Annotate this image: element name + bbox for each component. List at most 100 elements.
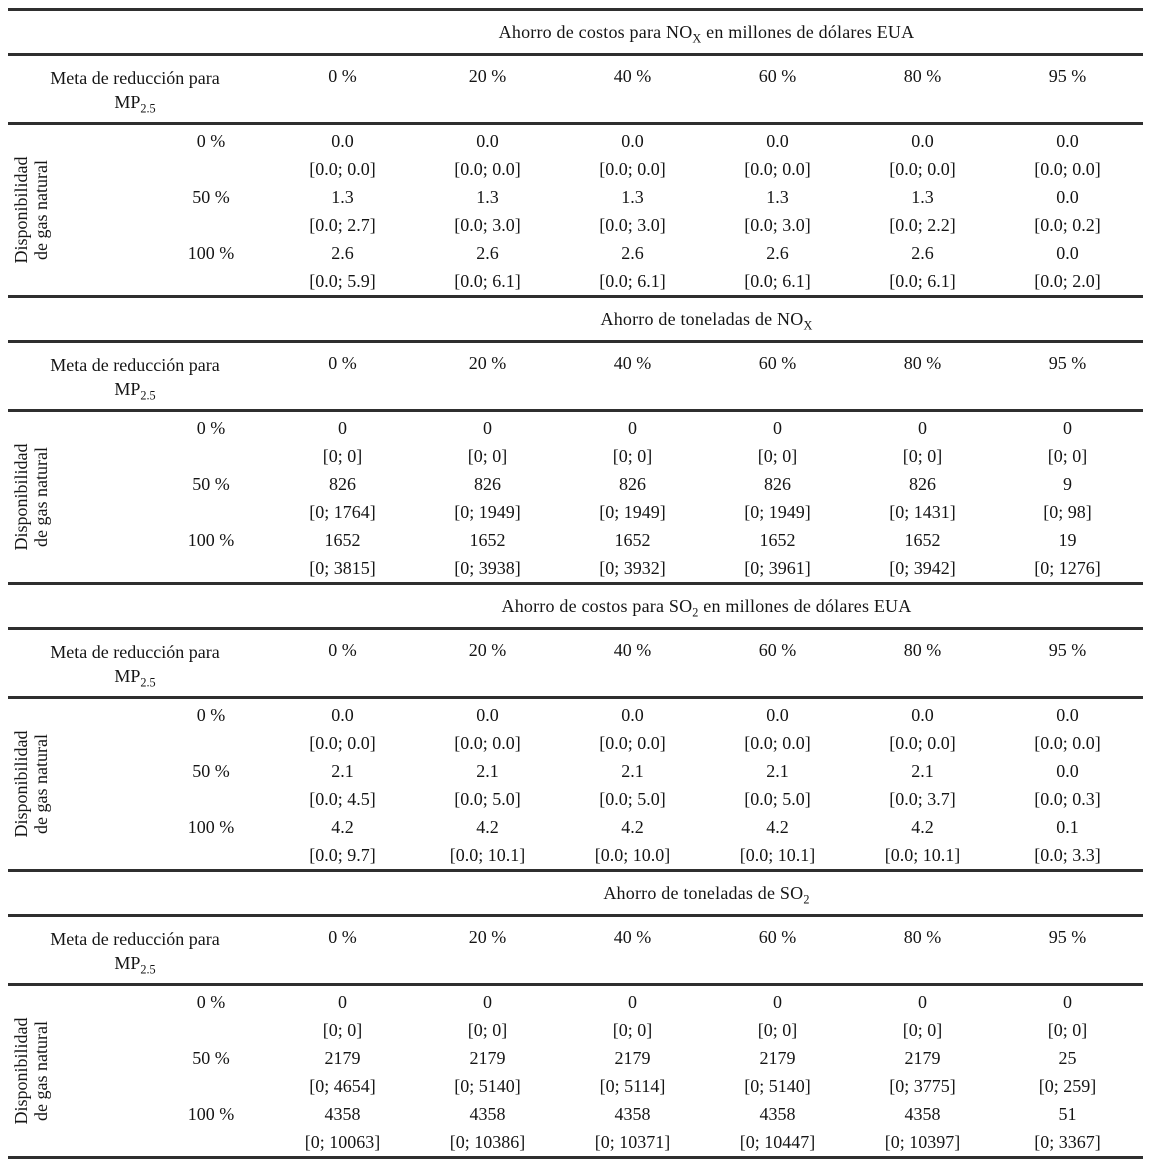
row-group-label-line: de gas natural: [31, 160, 51, 260]
cell-range: [0.0; 6.1]: [599, 271, 666, 291]
cell-range: [0; 1949]: [599, 502, 666, 522]
cell-range: [0.0; 2.7]: [309, 215, 376, 235]
section-title-row: Ahorro de toneladas de SO2: [0, 872, 1151, 914]
cell-range: [0; 0]: [1047, 1020, 1088, 1040]
row-group-label-line: Disponibilidad: [10, 443, 31, 551]
row-group-label-line: Disponibilidad: [10, 1017, 31, 1125]
data-cell: 1.3 [0.0; 3.0]: [415, 183, 560, 239]
cell-range: [0.0; 3.0]: [744, 215, 811, 235]
data-cell: 0.0 [0.0; 0.0]: [415, 127, 560, 183]
cell-value: 0.0: [911, 131, 934, 151]
cell-value: 0.0: [476, 131, 499, 151]
data-cell: 1652 [0; 3942]: [850, 526, 995, 582]
data-cell: 2.1 [0.0; 4.5]: [270, 757, 415, 813]
cell-range: [0; 3367]: [1034, 1132, 1101, 1152]
cell-value: 0.0: [1056, 705, 1079, 725]
cell-value: 1.3: [331, 187, 354, 207]
data-cell: 1.3 [0.0; 2.2]: [850, 183, 995, 239]
data-cell: 0.0 [0.0; 0.2]: [995, 183, 1140, 239]
cell-range: [0.0; 2.0]: [1034, 271, 1101, 291]
cell-range: [0; 0]: [757, 1020, 798, 1040]
horizontal-rule: [8, 914, 1143, 917]
horizontal-rule: [8, 627, 1143, 630]
cell-range: [0; 10371]: [594, 1132, 671, 1152]
horizontal-rule: [8, 8, 1143, 11]
cell-value: 2.6: [621, 243, 644, 263]
table-row: 0 % 0.0 [0.0; 0.0] 0.0 [0.0; 0.0] 0.0 [0.0; 0.…: [62, 127, 1151, 183]
data-cell: 0 [0; 0]: [560, 988, 705, 1044]
row-header: 100 %: [187, 1104, 235, 1124]
cell-range: [0.0; 6.1]: [889, 271, 956, 291]
row-group-label-text: Disponibilidad de gas natural: [11, 731, 51, 838]
cell-range: [0; 5114]: [599, 1076, 666, 1096]
column-header: 60 %: [758, 353, 797, 373]
cell-value: 2.6: [476, 243, 499, 263]
column-group-label-line1: Meta de reducción para: [50, 929, 220, 949]
section-title: Ahorro de toneladas de NOX: [600, 308, 813, 333]
horizontal-rule: [8, 869, 1143, 872]
cell-value: 2179: [759, 1048, 796, 1068]
column-group-label-line1: Meta de reducción para: [50, 355, 220, 375]
column-group-label-line1: Meta de reducción para: [50, 68, 220, 88]
header-row: Meta de reducción para MP2.5 0 % 20 % 40 % 60…: [0, 917, 1151, 983]
column-group-label: Meta de reducción para MP2.5: [0, 353, 270, 409]
cell-range: [0.0; 0.0]: [1034, 733, 1101, 753]
cell-value: 0: [1063, 418, 1072, 438]
cell-value: 1.3: [621, 187, 644, 207]
table-row: 0 % 0.0 [0.0; 0.0] 0.0 [0.0; 0.0] 0.0 [0.0; 0.…: [62, 701, 1151, 757]
data-cell: 2.1 [0.0; 5.0]: [560, 757, 705, 813]
data-cell: 826 [0; 1764]: [270, 470, 415, 526]
column-header: 40 %: [613, 927, 652, 947]
data-cell: 0 [0; 0]: [850, 988, 995, 1044]
column-header: 0 %: [328, 353, 357, 373]
section-title: Ahorro de costos para SO2 en millones de…: [501, 595, 912, 620]
cell-value: 1.3: [911, 187, 934, 207]
column-header: 95 %: [1048, 640, 1087, 660]
data-cell: 1652 [0; 3815]: [270, 526, 415, 582]
cell-value: 0.0: [621, 131, 644, 151]
data-cell: 0 [0; 0]: [995, 988, 1140, 1044]
data-cell: 2179 [0; 5140]: [705, 1044, 850, 1100]
cell-value: 2.1: [476, 761, 499, 781]
data-cell: 0.0 [0.0; 0.3]: [995, 757, 1140, 813]
cell-range: [0.0; 0.0]: [744, 159, 811, 179]
column-header: 0 %: [328, 66, 357, 86]
data-cell: 0.0 [0.0; 2.0]: [995, 239, 1140, 295]
cell-value: 1.3: [766, 187, 789, 207]
data-cell: 0.0 [0.0; 0.0]: [995, 127, 1140, 183]
data-cell: 1652 [0; 3938]: [415, 526, 560, 582]
row-group-label-line: de gas natural: [31, 1021, 51, 1121]
data-cell: 9 [0; 98]: [995, 470, 1140, 526]
data-cell: 0.0 [0.0; 0.0]: [705, 127, 850, 183]
cell-range: [0; 1949]: [744, 502, 811, 522]
header-row: Meta de reducción para MP2.5 0 % 20 % 40 % 60…: [0, 56, 1151, 122]
horizontal-rule: [8, 409, 1143, 412]
data-cell: 4.2 [0.0; 9.7]: [270, 813, 415, 869]
data-cell: 4358 [0; 10063]: [270, 1100, 415, 1156]
row-header: 100 %: [187, 530, 235, 550]
cell-range: [0; 0]: [902, 446, 943, 466]
cell-value: 0: [628, 992, 637, 1012]
data-block: Disponibilidad de gas natural 0 % 0.0 [0.0; …: [0, 125, 1151, 295]
cell-value: 2179: [324, 1048, 361, 1068]
row-header: 0 %: [196, 992, 226, 1012]
row-header: 0 %: [196, 418, 226, 438]
cell-range: [0; 1276]: [1034, 558, 1101, 578]
data-block: Disponibilidad de gas natural 0 % 0.0 [0.0; …: [0, 699, 1151, 869]
cell-value: 826: [619, 474, 646, 494]
horizontal-rule: [8, 295, 1143, 298]
table-row: 100 % 1652 [0; 3815] 1652 [0; 3938] 1652 [0; 3…: [62, 526, 1151, 582]
data-cell: 826 [0; 1431]: [850, 470, 995, 526]
table-row: 0 % 0 [0; 0] 0 [0; 0] 0 [0; 0] 0 [0; 0] 0 [0; 0] 0 […: [62, 988, 1151, 1044]
row-header: 50 %: [192, 1048, 230, 1068]
column-header: 20 %: [468, 640, 507, 660]
data-cell: 2.6 [0.0; 6.1]: [560, 239, 705, 295]
table-row: 100 % 4.2 [0.0; 9.7] 4.2 [0.0; 10.1] 4.2 [0.0;…: [62, 813, 1151, 869]
cell-value: 19: [1058, 530, 1077, 550]
table-sections: Ahorro de costos para NOX en millones de…: [0, 8, 1151, 1159]
data-cell: 0.0 [0.0; 0.0]: [560, 127, 705, 183]
cell-range: [0; 98]: [1043, 502, 1092, 522]
cell-range: [0.0; 10.1]: [449, 845, 526, 865]
cell-range: [0.0; 3.7]: [889, 789, 956, 809]
cell-value: 4.2: [766, 817, 789, 837]
